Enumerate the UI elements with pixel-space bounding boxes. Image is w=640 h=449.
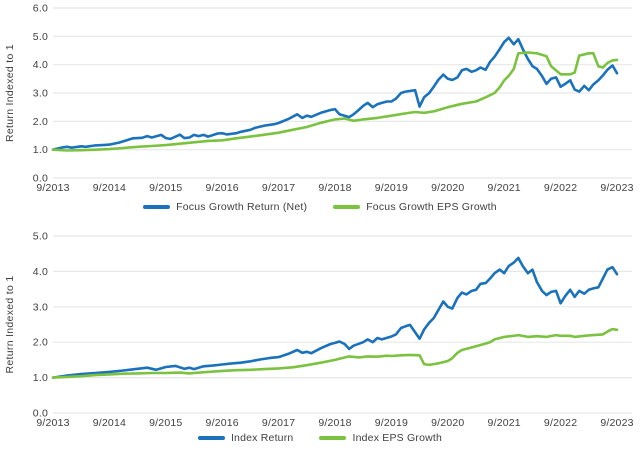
x-tick-label: 9/2022 <box>544 182 577 194</box>
legend-line-swatch <box>333 205 361 209</box>
x-tick-label: 9/2016 <box>206 417 239 428</box>
y-tick-label: 1.0 <box>33 144 48 156</box>
legend-item: Focus Growth Return (Net) <box>143 201 307 213</box>
series-line-blue <box>51 256 619 379</box>
x-tick-label: 9/2013 <box>36 417 69 428</box>
top-chart-plot: 0.0 1.0 2.0 3.0 4.0 5.0 6.0 Return Indexed to 1… <box>4 3 633 194</box>
bottom-chart-legend: Index Return Index EPS Growth <box>0 429 640 447</box>
legend-line-swatch <box>143 205 171 209</box>
bottom-chart: 0.0 1.0 2.0 3.0 4.0 5.0 Return Indexed to 1 9/2… <box>0 222 640 429</box>
y-tick-label: 3.0 <box>33 301 48 313</box>
x-tick-label: 9/2014 <box>93 182 126 194</box>
y-tick-label: 2.0 <box>33 337 48 349</box>
y-tick-label: 4.0 <box>33 266 48 278</box>
bottom-chart-plot: 0.0 1.0 2.0 3.0 4.0 5.0 Return Indexed to 1 9/2… <box>4 231 633 429</box>
x-tick-label: 9/2022 <box>544 417 577 428</box>
legend-item: Focus Growth EPS Growth <box>333 201 497 213</box>
legend-item: Index EPS Growth <box>319 432 442 444</box>
x-tick-label: 9/2015 <box>149 182 182 194</box>
series-line-green <box>51 327 619 379</box>
x-tick-label: 9/2013 <box>36 182 69 194</box>
y-tick-label: 4.0 <box>33 59 48 71</box>
x-tick-label: 9/2023 <box>600 182 633 194</box>
legend-line-swatch <box>319 436 347 440</box>
legend-label: Index EPS Growth <box>352 432 443 444</box>
x-tick-label: 9/2020 <box>431 182 464 194</box>
legend-label: Focus Growth EPS Growth <box>366 201 497 213</box>
y-tick-label: 5.0 <box>33 31 48 43</box>
x-tick-label: 9/2016 <box>206 182 239 194</box>
x-tick-label: 9/2015 <box>149 417 182 428</box>
series-line-green <box>51 51 619 152</box>
y-tick-label: 6.0 <box>33 3 48 15</box>
series-line-blue <box>51 36 619 151</box>
legend-line-swatch <box>197 436 225 440</box>
top-chart: 0.0 1.0 2.0 3.0 4.0 5.0 6.0 Return Indexed to 1… <box>0 0 640 196</box>
x-tick-label: 9/2014 <box>93 417 126 428</box>
y-axis-title: Return Indexed to 1 <box>4 276 16 374</box>
x-tick-label: 9/2021 <box>488 182 521 194</box>
y-tick-label: 0.0 <box>33 408 48 420</box>
top-chart-legend: Focus Growth Return (Net) Focus Growth EP… <box>0 198 640 216</box>
legend-item: Index Return <box>197 432 294 444</box>
y-tick-label: 5.0 <box>33 231 48 243</box>
legend-label: Index Return <box>230 432 294 444</box>
y-tick-label: 3.0 <box>33 88 48 100</box>
y-tick-label: 1.0 <box>33 372 48 384</box>
x-tick-label: 9/2019 <box>375 182 408 194</box>
x-tick-label: 9/2020 <box>431 417 464 428</box>
x-tick-label: 9/2019 <box>375 417 408 428</box>
x-tick-label: 9/2017 <box>262 417 295 428</box>
x-tick-label: 9/2018 <box>318 417 351 428</box>
legend-label: Focus Growth Return (Net) <box>176 201 308 213</box>
y-tick-label: 2.0 <box>33 116 48 128</box>
y-axis-title: Return Indexed to 1 <box>4 44 16 142</box>
y-tick-label: 0.0 <box>33 173 48 185</box>
x-tick-label: 9/2021 <box>488 417 521 428</box>
x-tick-label: 9/2023 <box>600 417 633 428</box>
x-tick-label: 9/2018 <box>318 182 351 194</box>
x-tick-label: 9/2017 <box>262 182 295 194</box>
